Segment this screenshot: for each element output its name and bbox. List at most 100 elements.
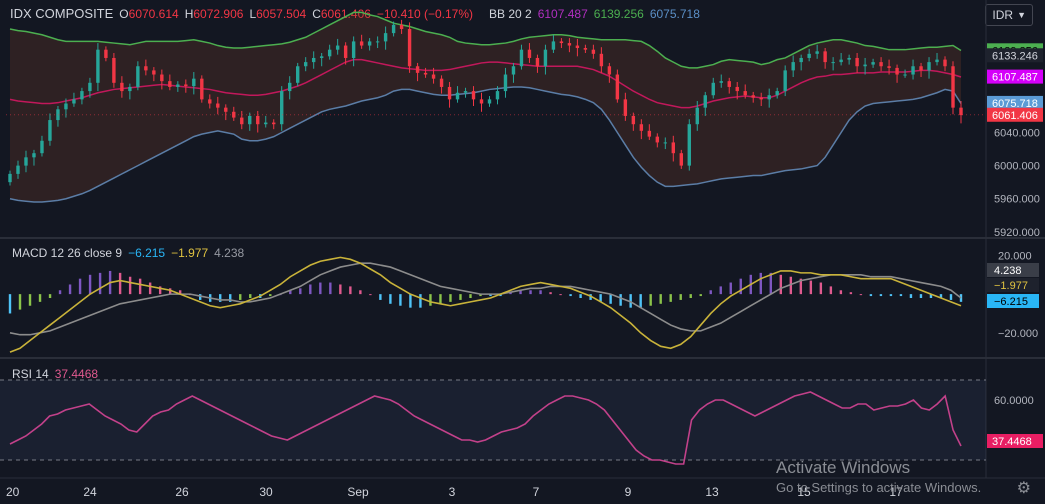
candle-body: [152, 70, 156, 75]
chevron-down-icon: ▼: [1017, 10, 1026, 20]
price-axis-tick: 6000.000: [994, 161, 1040, 173]
candle-body: [327, 49, 332, 57]
bb-lower-line: [9, 86, 962, 203]
candle-body: [879, 62, 883, 67]
time-axis-tick: 13: [705, 485, 719, 499]
last-high-price-label: 6133.246: [987, 48, 1043, 63]
bb-legend-label[interactable]: BB 20 2: [489, 6, 532, 21]
candle-body: [655, 136, 660, 143]
macd-hist-bar: [8, 294, 12, 314]
high-label: H: [184, 6, 194, 21]
candle-body: [679, 153, 683, 166]
settings-gear-icon[interactable]: ⚙: [1016, 480, 1031, 497]
candle-body: [671, 142, 676, 154]
candle-body: [455, 92, 460, 100]
macd-legend-label[interactable]: MACD 12 26 close 9: [12, 246, 123, 260]
candle-body: [367, 41, 372, 46]
watermark-line1: Activate Windows: [776, 458, 911, 477]
candle-body: [48, 120, 52, 141]
candle-body: [272, 122, 276, 125]
macd-hist-bar: [369, 294, 372, 296]
currency-label: IDR: [992, 8, 1014, 22]
macd-hist-bar: [78, 278, 82, 295]
candle-body: [855, 57, 859, 67]
macd-hist-bar: [269, 294, 272, 297]
high-value: 6072.906: [193, 6, 244, 21]
currency-button[interactable]: IDR ▼: [985, 4, 1033, 26]
candle-body: [24, 157, 28, 166]
candle-body: [823, 51, 827, 63]
rsi-price-label: 37.4468: [987, 434, 1043, 448]
rsi-value: 37.4468: [54, 367, 99, 381]
bb-lower-price-label: 6075.718: [987, 95, 1043, 110]
macd-hist-bar: [679, 294, 682, 300]
macd-hist-bar: [98, 272, 102, 295]
macd-hist-bar: [859, 294, 863, 296]
candle-body: [951, 66, 955, 108]
candle-body: [791, 62, 795, 71]
signal-value: −1.977: [171, 246, 209, 260]
symbol-name[interactable]: IDX COMPOSITE: [10, 6, 114, 21]
macd-hist-bar: [669, 294, 672, 302]
time-axis-tick: 26: [175, 485, 189, 499]
candle-body: [16, 165, 20, 174]
candle-body: [351, 41, 356, 58]
candle-body: [527, 49, 532, 58]
candle-body: [104, 49, 108, 58]
candle-body: [711, 82, 715, 96]
macd-hist-bar: [719, 286, 722, 295]
time-axis-tick: Sep: [347, 485, 369, 499]
candle-body: [663, 142, 668, 144]
candle-body: [735, 86, 739, 92]
svg-text:37.4468: 37.4468: [992, 436, 1032, 448]
candle-body: [607, 66, 612, 75]
candle-body: [631, 115, 636, 125]
macd-hist-bar: [769, 272, 772, 295]
svg-text:6075.718: 6075.718: [992, 98, 1038, 110]
macd-hist-bar: [419, 294, 422, 308]
macd-hist-bar: [58, 290, 62, 295]
candle-body: [615, 74, 620, 100]
candle-body: [447, 86, 452, 100]
candle-body: [280, 91, 284, 125]
candle-body: [319, 56, 324, 58]
rsi-legend-label[interactable]: RSI 14: [12, 367, 49, 381]
macd-hist-bar: [68, 284, 72, 295]
candle-body: [264, 122, 268, 125]
macd-hist-bar: [499, 294, 502, 297]
candle-body: [72, 99, 76, 104]
candle-body: [903, 74, 907, 76]
macd-axis-tick: −20.000: [998, 328, 1038, 340]
time-axis-tick: 20: [6, 485, 20, 499]
close-price-label: 6061.406: [987, 107, 1043, 122]
macd-hist-bar: [649, 294, 652, 306]
macd-line: [9, 256, 962, 353]
macd-hist-bar: [299, 288, 302, 295]
time-axis-tick: 15: [797, 485, 811, 499]
macd-hist-bar: [48, 294, 52, 298]
macd-hist-bar: [399, 294, 402, 306]
price-axis-tick: 5920.000: [994, 227, 1040, 239]
macd-hist-bar: [549, 292, 552, 295]
rsi-line: [9, 391, 962, 465]
candle-body: [887, 66, 891, 68]
candle-body: [391, 24, 396, 34]
macd-hist-bar: [599, 294, 602, 302]
candle-body: [687, 124, 691, 166]
candle-body: [471, 91, 476, 100]
rsi-legend: RSI 14 37.4468: [12, 367, 98, 381]
candle-body: [343, 45, 348, 58]
macd-hist-bar: [128, 276, 132, 295]
candle-body: [112, 57, 116, 83]
macd-hist-bar: [319, 282, 322, 295]
candle-body: [88, 82, 92, 92]
macd-hist-bar: [929, 294, 933, 298]
low-value: 6057.504: [256, 6, 307, 21]
candle-body: [847, 57, 851, 60]
hist-price-label: 4.238: [987, 263, 1039, 277]
macd-hist-bar: [899, 294, 903, 297]
macd-hist-bar: [379, 294, 382, 300]
candle-body: [839, 59, 843, 63]
macd-hist-bar: [809, 280, 813, 295]
